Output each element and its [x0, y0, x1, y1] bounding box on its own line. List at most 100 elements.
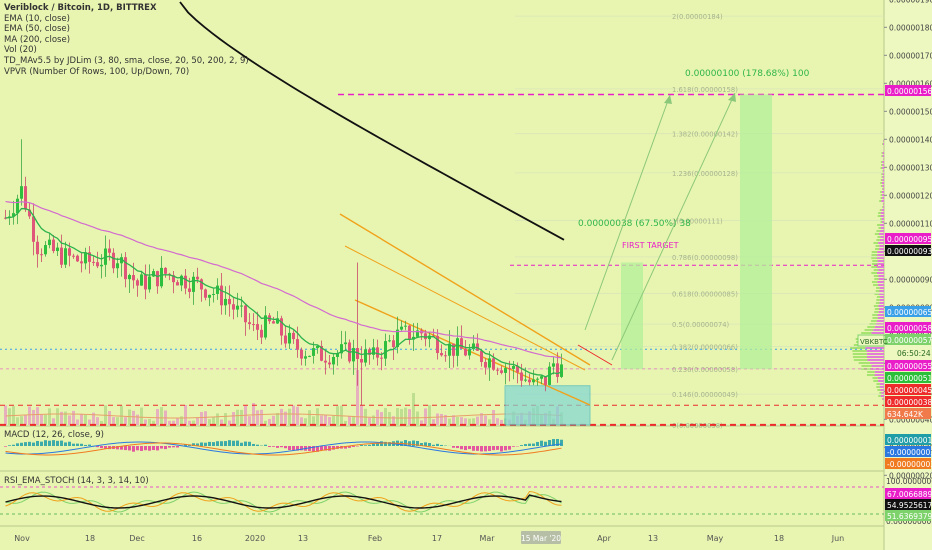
vpvr-up-bar	[881, 176, 883, 178]
macd-badge[interactable]	[885, 458, 931, 469]
fibonacci-retracement[interactable]: 2(0.00000184) 1.618(0.00000158) 1.382(0.00…	[515, 13, 884, 430]
main-pane[interactable]: 2(0.00000184) 1.618(0.00000158) 1.382(0.00…	[0, 1, 884, 430]
macd-histogram-bar	[20, 442, 23, 446]
vpvr-up-bar	[882, 188, 883, 190]
macd-histogram-bar	[148, 446, 151, 451]
x-tick-label: Feb	[368, 534, 382, 543]
price-badge[interactable]	[885, 360, 931, 371]
volume-bar	[80, 413, 83, 425]
price-badges[interactable]: 0.00000156 0.00000095 0.00000093 0.00000065…	[857, 85, 932, 419]
vpvr-up-bar	[880, 182, 882, 184]
vpvr-up-bar	[878, 212, 881, 214]
horizontal-lines[interactable]	[0, 93, 884, 426]
price-badge[interactable]	[885, 396, 931, 407]
vpvr-down-bar	[877, 251, 884, 253]
candle-body	[308, 355, 311, 357]
macd-pane[interactable]: 0.00000001 -0.00000003 -0.00000003	[4, 434, 932, 469]
vpvr-up-bar	[873, 275, 879, 277]
vpvr-up-bar	[882, 170, 884, 172]
date-badge	[521, 531, 561, 544]
price-badge[interactable]	[885, 306, 931, 317]
candle-body	[280, 318, 283, 336]
vpvr-up-bar	[879, 200, 882, 202]
macd-badge[interactable]	[885, 446, 931, 457]
vpvr-up-bar	[880, 185, 883, 187]
x-tick-label: 18	[774, 534, 784, 543]
price-badge[interactable]	[885, 384, 931, 395]
macd-histogram-bar	[288, 446, 291, 451]
fib-level-label: 1.618(0.00000158)	[672, 86, 738, 94]
rsi-badge[interactable]	[885, 510, 931, 521]
vpvr-down-bar	[877, 317, 884, 319]
rsi-badge[interactable]	[885, 488, 931, 499]
macd-histogram-bar	[368, 444, 371, 446]
macd-histogram-bar	[504, 446, 507, 451]
price-badge[interactable]	[885, 233, 931, 244]
volume-bar	[328, 417, 331, 425]
price-badge[interactable]	[885, 322, 931, 333]
indicator-vpvr[interactable]: VPVR (Number Of Rows, 100, Up/Down, 70)	[4, 66, 190, 77]
vpvr-down-bar	[881, 191, 884, 193]
macd-histogram-bar	[128, 446, 131, 451]
macd-histogram-bar	[116, 446, 119, 450]
accumulation-zone[interactable]	[504, 385, 591, 426]
indicator-volume[interactable]: Vol (20)	[4, 45, 37, 56]
candle-body	[416, 330, 419, 337]
macd-badge[interactable]	[885, 434, 931, 445]
candle-body	[212, 293, 215, 295]
volume-bar	[312, 416, 315, 425]
macd-histogram-bar	[36, 440, 39, 446]
macd-badge-label: -0.00000003	[887, 460, 932, 469]
volume-bar	[72, 410, 75, 425]
channel-lower-line[interactable]	[354, 299, 591, 406]
rsi-badge[interactable]	[885, 499, 931, 510]
macd-histogram-bar	[172, 446, 175, 448]
candle-body	[52, 239, 55, 252]
indicator-ema50[interactable]: EMA (50, close)	[4, 24, 70, 35]
indicator-ma200[interactable]: MA (200, close)	[4, 34, 71, 45]
price-badge[interactable]	[885, 245, 931, 256]
candle-body	[228, 298, 231, 305]
signal-line	[5, 442, 562, 456]
price-badge[interactable]	[885, 372, 931, 383]
channel-upper-line[interactable]	[339, 213, 591, 366]
volume-bar	[356, 370, 359, 425]
price-badge[interactable]	[885, 408, 931, 419]
y-tick-label: 0.00000020	[889, 471, 932, 480]
y-tick-label: 0.00000190	[889, 0, 932, 4]
candle-body	[560, 364, 563, 377]
candle-body	[4, 217, 7, 219]
macd-label[interactable]: MACD (12, 26, close, 9)	[4, 430, 104, 440]
vpvr-down-bar	[882, 161, 884, 163]
candle-body	[64, 248, 67, 265]
macd-histogram-bar	[408, 441, 411, 446]
candle-body	[36, 241, 39, 255]
rsi-label[interactable]: RSI_EMA_STOCH (14, 3, 3, 14, 10)	[4, 476, 149, 486]
target-2-box[interactable]	[740, 94, 772, 369]
vpvr-down-bar	[878, 275, 884, 277]
macd-histogram-bar	[436, 443, 439, 446]
volume-bar	[112, 417, 115, 425]
vpvr-up-bar	[878, 227, 881, 229]
macd-histogram-bar	[64, 442, 67, 446]
indicator-ema10[interactable]: EMA (10, close)	[4, 13, 70, 24]
vpvr-up-bar	[871, 281, 878, 283]
volume-bar	[412, 393, 415, 425]
time-axis[interactable]: Nov 18 Dec 16 2020 13 Feb 17 Mar Apr 13 May 18 Jun	[14, 534, 844, 543]
indicator-td-ma[interactable]: TD_MAv5.5 by JDLim (3, 80, sma, close, 2…	[4, 55, 249, 66]
ema-50-line[interactable]	[5, 200, 562, 359]
price-badge[interactable]	[885, 334, 931, 345]
vpvr-down-bar	[879, 239, 884, 241]
rsi-pane[interactable]: 100.00000000 0.00000000 67.00668896 54.9525…	[0, 477, 932, 526]
price-badge[interactable]	[885, 85, 931, 96]
candle-body	[272, 321, 275, 324]
volume-bar	[36, 407, 39, 425]
candle-body	[524, 379, 527, 381]
ema-10-line[interactable]	[5, 207, 562, 378]
vpvr-up-bar	[867, 326, 875, 328]
vpvr-down-bar	[882, 164, 884, 166]
volume-bar	[172, 420, 175, 425]
macd-histogram-bar	[552, 439, 555, 446]
ma-200-line[interactable]	[179, 1, 565, 241]
